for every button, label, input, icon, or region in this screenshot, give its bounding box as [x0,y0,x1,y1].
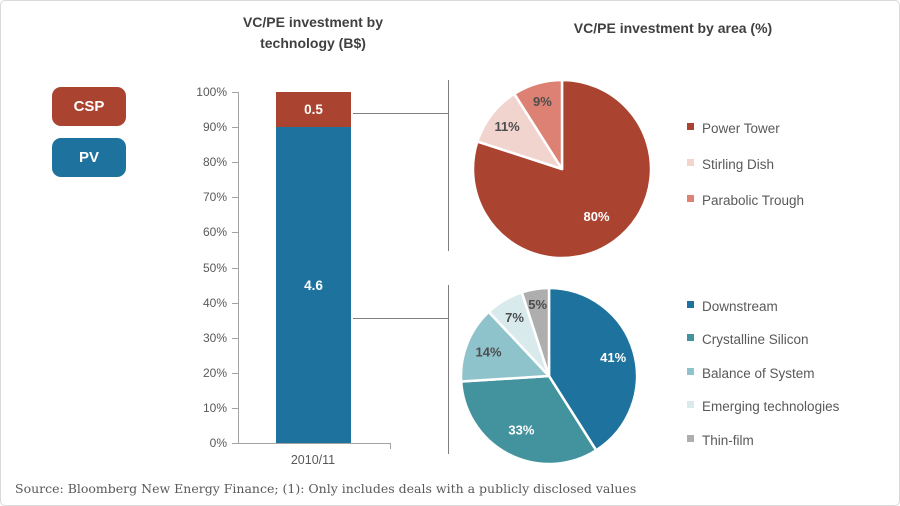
pie-slice-label-parabolic-trough: 9% [533,94,552,109]
legend-item-label: Stirling Dish [702,156,775,172]
x-axis-line [238,443,391,444]
legend-item-label: Emerging technologies [702,399,840,414]
y-tick-mark [232,267,238,269]
legend-item-power-tower: Power Tower [687,118,804,138]
connector-pv-vertical [448,285,449,454]
y-tick-label: 20% [202,365,227,380]
pie-slice-label-power-tower: 80% [583,209,609,224]
x-category-label: 2010/11 [290,453,336,467]
legend-swatch-icon [687,122,694,130]
connector-csp-vertical [448,80,449,251]
tech-legend-box-csp: CSP [52,87,126,126]
legend-item-label: Thin-film [702,432,754,448]
y-tick-label: 10% [202,400,227,415]
legend-swatch-icon [687,401,694,408]
y-tick-label: 90% [202,120,227,135]
legend-item-label: Parabolic Trough [702,192,805,208]
bar-segment-pv [276,127,351,443]
pie-slice-label-balance-of-system: 14% [475,345,501,360]
y-tick-mark [232,337,238,339]
legend-swatch-icon [687,367,694,375]
y-tick-label: 60% [202,225,227,240]
legend-item-balance-of-system: Balance of System [687,363,839,383]
legend-swatch-icon [687,158,694,166]
y-tick-mark [232,232,238,234]
bar-value-csp: 0.5 [304,102,323,117]
bar-chart-title: VC/PE investment by technology (B$) [242,14,384,51]
pie-slice-parabolic-trough [513,78,564,171]
source-note: Source: Bloomberg New Energy Finance; (1… [15,481,637,496]
pie-slice-label-downstream: 41% [600,350,626,365]
pie-chart-pv-areas: 41% 33% 14% 7% 5% [459,286,639,466]
legend-swatch-icon [687,434,694,442]
y-tick-label: 30% [202,330,227,345]
y-tick-label: 40% [202,295,227,310]
legend-item-parabolic-trough: Parabolic Trough [687,190,804,210]
y-tick-label: 0% [209,436,227,450]
legend-item-thin-film: Thin-film [687,430,839,450]
legend-swatch-icon [687,334,694,341]
y-tick-mark [232,443,238,444]
pie-chart-csp-areas: 80% 11% 9% [471,78,653,260]
pie-slice-label-stirling-dish: 11% [494,119,520,134]
bar-value-pv: 4.6 [304,278,323,293]
connector-csp-horizontal [353,113,448,114]
pie-slice-thin-film [520,286,551,378]
x-axis-end-tick [390,443,391,449]
legend-item-label: Downstream [702,298,778,314]
pie-slice-label-thin-film: 5% [528,297,547,312]
pie-slice-balance-of-system [459,310,551,383]
pie-slice-label-emerging-technologies: 7% [505,310,524,325]
legend-item-crystalline-silicon: Crystalline Silicon [687,330,839,350]
legend-item-label: Balance of System [702,365,815,381]
connector-pv-horizontal [353,318,448,319]
pie-slice-crystalline-silicon [459,374,598,466]
bar-segment-csp [276,92,351,128]
y-tick-mark [232,92,238,93]
legend-pv-areas: Downstream Crystalline Silicon Balance of … [687,296,839,450]
y-tick-mark [232,197,238,199]
legend-item-label: Power Tower [702,120,780,136]
y-tick-mark [232,162,238,164]
pie-charts-title: VC/PE investment by area (%) [573,20,773,36]
legend-swatch-icon [687,194,694,202]
y-axis-line [238,92,239,443]
y-tick-mark [232,302,238,304]
tech-legend-box-pv: PV [52,138,126,177]
legend-item-stirling-dish: Stirling Dish [687,154,804,174]
legend-item-emerging-technologies: Emerging technologies [687,397,839,417]
y-tick-label: 80% [202,155,227,170]
y-tick-mark [232,407,238,409]
y-tick-mark [232,127,238,129]
legend-swatch-icon [687,300,694,308]
pie-slice-label-crystalline-silicon: 33% [508,423,534,438]
legend-csp-areas: Power Tower Stirling Dish Parabolic Trough [687,118,804,210]
y-tick-label: 50% [202,260,227,275]
legend-item-label: Crystalline Silicon [702,332,809,347]
y-tick-label: 100% [196,85,227,99]
y-tick-mark [232,372,238,374]
y-tick-label: 70% [202,190,227,205]
legend-item-downstream: Downstream [687,296,839,316]
